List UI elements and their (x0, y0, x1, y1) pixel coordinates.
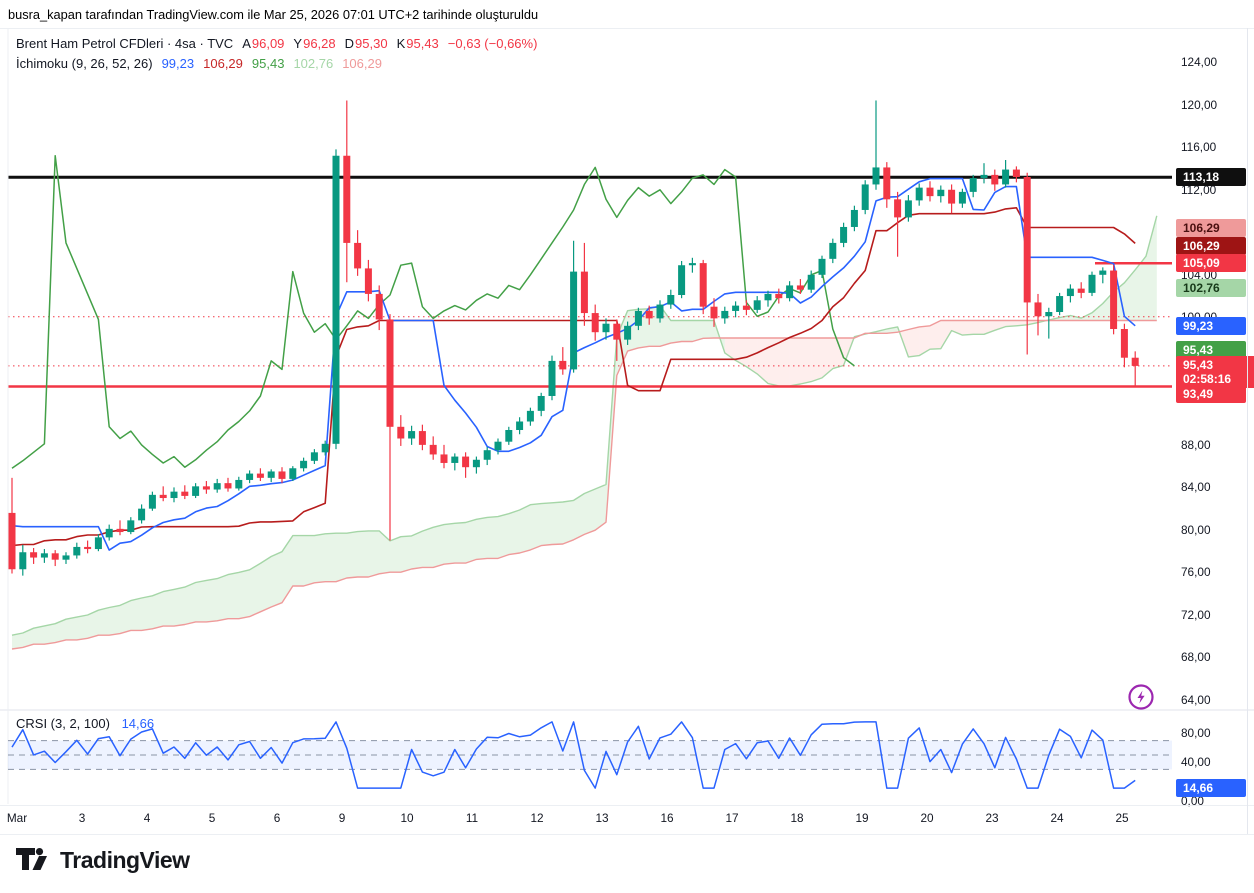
symbol-title: Brent Ham Petrol CFDleri · 4sa · TVC (16, 36, 234, 51)
time-axis-separator (0, 805, 1254, 806)
senkou-a-price-label: 102,76 (1176, 278, 1246, 297)
time-tick: 11 (465, 811, 479, 825)
time-tick: 20 (920, 811, 934, 825)
time-tick: 23 (985, 811, 999, 825)
ohlc-value: 95,43 (406, 36, 439, 51)
price-tick: 84,00 (1181, 480, 1211, 495)
attribution-text: busra_kapan tarafından TradingView.com i… (8, 7, 539, 22)
time-tick: 10 (400, 811, 414, 825)
time-tick: 6 (273, 811, 281, 825)
top-separator (0, 28, 1254, 29)
time-tick: 24 (1050, 811, 1064, 825)
tradingview-mark (16, 847, 47, 870)
price-tick: 88,00 (1181, 437, 1211, 452)
time-tick: 16 (660, 811, 674, 825)
price-tick: 68,00 (1181, 650, 1211, 665)
time-tick: 18 (790, 811, 804, 825)
lightning-icon[interactable] (1127, 683, 1155, 711)
ohlc-value: 96,09 (251, 36, 285, 51)
symbol-legend[interactable]: Brent Ham Petrol CFDleri · 4sa · TVC A96,… (16, 36, 537, 51)
crsi-legend[interactable]: CRSI (3, 2, 100) 14,66 (16, 716, 154, 731)
ohlc-value: 95,30 (355, 36, 388, 51)
ichimoku-title: İchimoku (9, 26, 52, 26) (16, 56, 153, 71)
ichimoku-value: 95,43 (251, 56, 285, 71)
price-tick: 72,00 (1181, 607, 1211, 622)
ohlc-key: Y (293, 36, 303, 51)
support-price-label: 93,49 (1176, 384, 1246, 403)
ichimoku-value: 106,29 (203, 56, 243, 71)
crsi-tick: 40,00 (1181, 755, 1211, 770)
ohlc-key: D (344, 36, 355, 51)
price-tick: 64,00 (1181, 693, 1211, 707)
time-tick: 4 (143, 811, 151, 825)
bottom-separator (0, 834, 1254, 835)
time-tick: Mar (6, 811, 28, 825)
price-tick: 80,00 (1181, 522, 1211, 537)
price-tick: 120,00 (1181, 97, 1218, 112)
kijun-price-label: 106,29 (1176, 237, 1246, 256)
ichimoku-value: 99,23 (161, 56, 195, 71)
ohlc-key: A (242, 36, 251, 51)
right-edge-line (1247, 28, 1248, 834)
time-tick: 19 (855, 811, 869, 825)
change-value: −0,63 (−0,66%) (447, 36, 538, 51)
tradingview-logo[interactable]: TradingView (16, 847, 190, 874)
ohlc-key: K (396, 36, 406, 51)
time-tick: 3 (78, 811, 86, 825)
price-tick: 76,00 (1181, 565, 1211, 580)
time-tick: 25 (1115, 811, 1129, 825)
tradingview-wordmark: TradingView (60, 847, 190, 873)
ichimoku-value: 102,76 (293, 56, 334, 71)
resistance-price-label: 113,18 (1176, 168, 1246, 187)
time-tick: 5 (208, 811, 216, 825)
crsi-tick: 80,00 (1181, 726, 1211, 741)
tenkan-price-label: 99,23 (1176, 316, 1246, 335)
time-tick: 12 (530, 811, 544, 825)
time-tick: 13 (595, 811, 609, 825)
ichimoku-value: 106,29 (342, 56, 382, 71)
crsi-tick: 0,00 (1181, 794, 1204, 808)
ichimoku-legend[interactable]: İchimoku (9, 26, 52, 26) 99,23 106,29 95,43… (16, 56, 382, 71)
price-tick: 124,00 (1181, 55, 1218, 70)
last-price-label: 95,43 02:58:16 (1176, 355, 1254, 388)
crsi-title: CRSI (3, 2, 100) (16, 716, 110, 731)
time-tick: 17 (725, 811, 739, 825)
senkou-b-price-label: 106,29 (1176, 219, 1246, 238)
ohlc-value: 96,28 (303, 36, 336, 51)
price-tick: 116,00 (1181, 140, 1217, 155)
ray-price-label: 105,09 (1176, 254, 1246, 273)
crsi-value: 14,66 (121, 716, 155, 731)
chikou-price-label: 95,43 (1176, 340, 1246, 359)
price-tick: 112,00 (1181, 182, 1217, 197)
crsi-price-label: 14,66 (1176, 779, 1246, 798)
time-tick: 9 (338, 811, 346, 825)
